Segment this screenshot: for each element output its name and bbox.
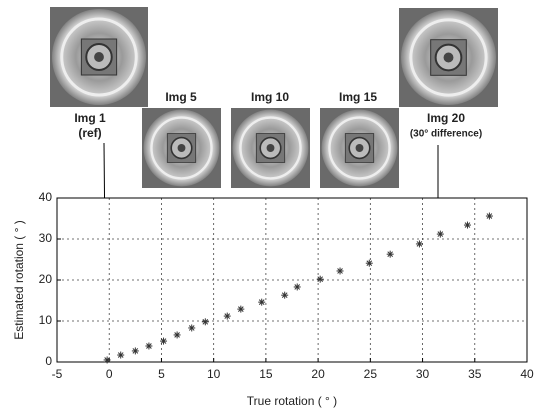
data-point	[145, 342, 153, 350]
data-point	[173, 331, 181, 339]
y-tick-label: 20	[39, 272, 53, 286]
y-tick-label: 30	[39, 231, 53, 245]
data-point	[201, 318, 209, 326]
data-point	[386, 250, 394, 258]
x-tick-label: 10	[207, 367, 221, 381]
data-point	[463, 221, 471, 229]
thumbnail	[48, 5, 150, 109]
x-tick-label: 20	[311, 367, 325, 381]
thumbnail	[318, 106, 401, 190]
image-sublabel: (ref)	[78, 126, 101, 140]
data-point	[316, 275, 324, 283]
plot-frame	[56, 197, 528, 363]
data-point	[281, 291, 289, 299]
data-point	[223, 312, 231, 320]
data-point	[160, 337, 168, 345]
data-point	[415, 240, 423, 248]
thumbnail	[397, 6, 500, 109]
data-point	[237, 305, 245, 313]
y-tick-label: 10	[39, 313, 53, 327]
image-label: Img 15	[339, 90, 377, 104]
y-axis-label: Estimated rotation ( ° )	[12, 220, 26, 340]
data-point	[117, 351, 125, 359]
x-tick-label: 15	[259, 367, 273, 381]
y-tick-label: 40	[39, 190, 53, 204]
data-point	[336, 267, 344, 275]
data-point	[436, 230, 444, 238]
image-label: Img 20	[427, 111, 465, 125]
image-sublabel: (30° difference)	[410, 129, 482, 140]
thumbnail	[229, 106, 312, 190]
x-tick-label: 40	[520, 367, 534, 381]
x-axis-label: True rotation ( ° )	[247, 394, 337, 408]
x-tick-label: 5	[158, 367, 165, 381]
x-tick-label: 25	[364, 367, 378, 381]
x-tick-label: 0	[106, 367, 113, 381]
data-point	[103, 356, 111, 364]
image-label: Img 1	[74, 111, 106, 125]
y-tick-label: 0	[45, 354, 52, 368]
data-point	[258, 298, 266, 306]
data-point	[131, 347, 139, 355]
data-point	[188, 324, 196, 332]
data-point	[365, 259, 373, 267]
thumbnail	[140, 106, 223, 190]
data-point	[293, 283, 301, 291]
x-tick-label: 35	[468, 367, 482, 381]
x-tick-label: 30	[416, 367, 430, 381]
x-tick-label: -5	[52, 367, 63, 381]
image-label: Img 5	[165, 90, 197, 104]
data-point	[485, 212, 493, 220]
image-label: Img 10	[251, 90, 289, 104]
